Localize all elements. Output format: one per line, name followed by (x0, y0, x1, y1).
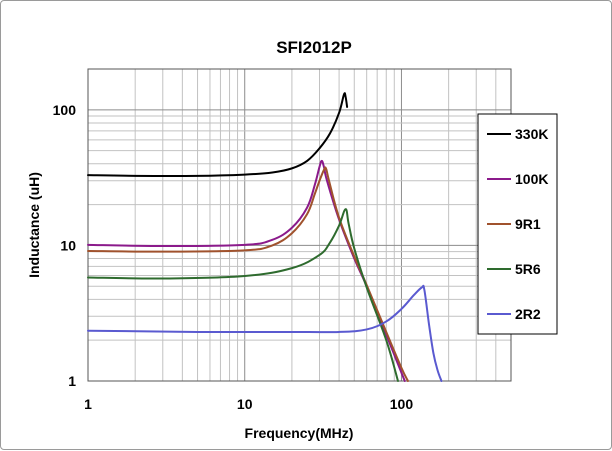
legend-label-330k: 330K (515, 126, 548, 142)
legend-label-100k: 100K (515, 171, 548, 187)
series-lines (87, 92, 443, 382)
legend-label-5r6: 5R6 (515, 261, 541, 277)
legend-label-9r1: 9R1 (515, 216, 541, 232)
series-line-2r2 (87, 284, 443, 382)
x-axis-label: Frequency(MHz) (245, 425, 354, 441)
legend-label-2r2: 2R2 (515, 306, 541, 322)
y-tick-label: 10 (60, 237, 76, 253)
tick-labels: 1 10 100 1 10 100 (53, 102, 414, 412)
series-line-9r1 (87, 166, 409, 382)
y-tick-label: 100 (53, 102, 77, 118)
x-tick-label: 10 (237, 396, 253, 412)
legend: 330K 100K 9R1 5R6 2R2 (477, 113, 558, 335)
x-tick-label: 100 (390, 396, 414, 412)
y-tick-label: 1 (68, 373, 76, 389)
x-tick-label: 1 (84, 396, 92, 412)
chart-title: SFI2012P (276, 38, 352, 57)
series-line-5r6 (87, 208, 399, 382)
y-axis-label: Inductance (uH) (26, 172, 42, 278)
series-line-330k (87, 92, 349, 177)
